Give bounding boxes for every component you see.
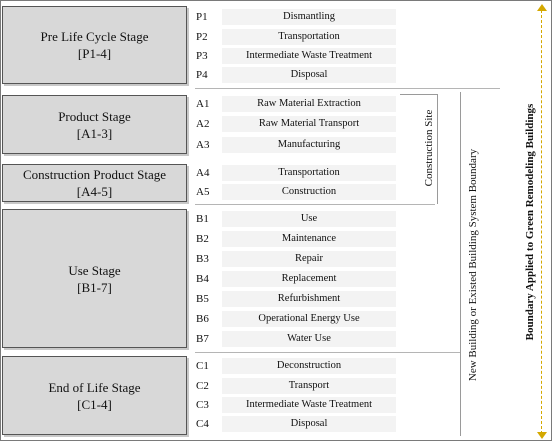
module-label: Raw Material Extraction [222, 96, 396, 113]
module-label: Repair [222, 251, 396, 268]
module-code: B1 [196, 213, 209, 225]
stage-range: [B1-7] [77, 279, 112, 295]
stage-range: [C1-4] [77, 396, 112, 412]
module-code: B2 [196, 233, 209, 245]
module-code: B3 [196, 253, 209, 265]
module-code: C2 [196, 380, 209, 392]
stage-title: Construction Product Stage [23, 167, 166, 182]
construction-site-boundary-line [437, 94, 438, 204]
module-label: Manufacturing [222, 137, 396, 154]
remodeling-boundary-label: Boundary Applied to Green Remodeling Bui… [524, 103, 536, 341]
module-code: A1 [196, 98, 210, 110]
module-label: Intermediate Waste Treatment [222, 397, 396, 414]
module-code: P2 [196, 31, 208, 43]
construction-site-boundary-top [400, 94, 437, 95]
module-label: Intermediate Waste Treatment [222, 48, 396, 65]
stage-title: Use Stage [68, 262, 121, 278]
module-code: B6 [196, 313, 209, 325]
module-label: Disposal [222, 416, 396, 433]
group-separator [195, 352, 460, 353]
module-label: Raw Material Transport [222, 116, 396, 133]
module-label: Transport [222, 378, 396, 395]
stage-range: [A1-3] [76, 125, 113, 141]
module-code: P3 [196, 50, 208, 62]
module-code: C1 [196, 360, 209, 372]
group-separator [195, 204, 435, 205]
module-label: Deconstruction [222, 358, 396, 375]
module-label: Disposal [222, 67, 396, 84]
module-code: C3 [196, 399, 209, 411]
stage-title: End of Life Stage [48, 379, 141, 395]
module-label: Transportation [222, 29, 396, 46]
module-label: Maintenance [222, 231, 396, 248]
module-code: A4 [196, 167, 210, 179]
stage-product: Product Stage [A1-3] [2, 95, 187, 154]
stage-range: [P1-4] [77, 46, 112, 61]
system-boundary-label: New Building or Existed Building System … [467, 148, 479, 382]
stage-use: Use Stage [B1-7] [2, 209, 187, 348]
module-code: A5 [196, 186, 210, 198]
module-code: A3 [196, 139, 210, 151]
module-label: Transportation [222, 165, 396, 182]
module-label: Water Use [222, 331, 396, 348]
module-code: P1 [196, 11, 208, 23]
remodeling-boundary-arrow-bottom [537, 432, 547, 439]
construction-site-label: Construction Site [423, 109, 435, 187]
stage-end-of-life: End of Life Stage [C1-4] [2, 356, 187, 435]
module-code: B5 [196, 293, 209, 305]
stage-range: [A4-5] [76, 184, 113, 199]
module-label: Refurbishment [222, 291, 396, 308]
module-code: A2 [196, 118, 210, 130]
module-code: P4 [196, 69, 208, 81]
remodeling-boundary-arrow [541, 10, 542, 434]
system-boundary-line [460, 92, 461, 436]
module-code: C4 [196, 418, 209, 430]
stage-pre-life-cycle: Pre Life Cycle Stage [P1-4] [2, 6, 187, 84]
module-code: B7 [196, 333, 209, 345]
module-label: Dismantling [222, 9, 396, 26]
module-label: Replacement [222, 271, 396, 288]
stage-title: Pre Life Cycle Stage [40, 29, 149, 44]
stage-construction-product: Construction Product Stage [A4-5] [2, 164, 187, 202]
module-label: Operational Energy Use [222, 311, 396, 328]
module-label: Use [222, 211, 396, 228]
remodeling-boundary-arrow-top [537, 4, 547, 11]
module-code: B4 [196, 273, 209, 285]
group-separator [195, 88, 500, 89]
stage-title: Product Stage [58, 108, 131, 124]
module-label: Construction [222, 184, 396, 201]
